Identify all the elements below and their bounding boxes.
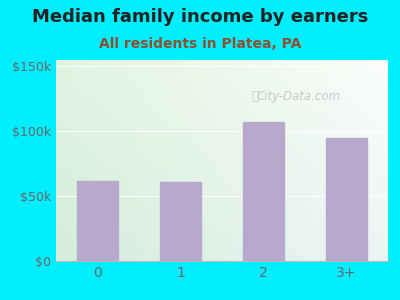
- Text: City-Data.com: City-Data.com: [256, 90, 340, 103]
- Bar: [326, 138, 367, 261]
- Bar: [243, 122, 284, 261]
- Bar: [77, 181, 118, 261]
- Text: All residents in Platea, PA: All residents in Platea, PA: [99, 38, 301, 52]
- Text: ⓘ: ⓘ: [252, 90, 259, 103]
- Text: Median family income by earners: Median family income by earners: [32, 8, 368, 26]
- Bar: [160, 182, 201, 261]
